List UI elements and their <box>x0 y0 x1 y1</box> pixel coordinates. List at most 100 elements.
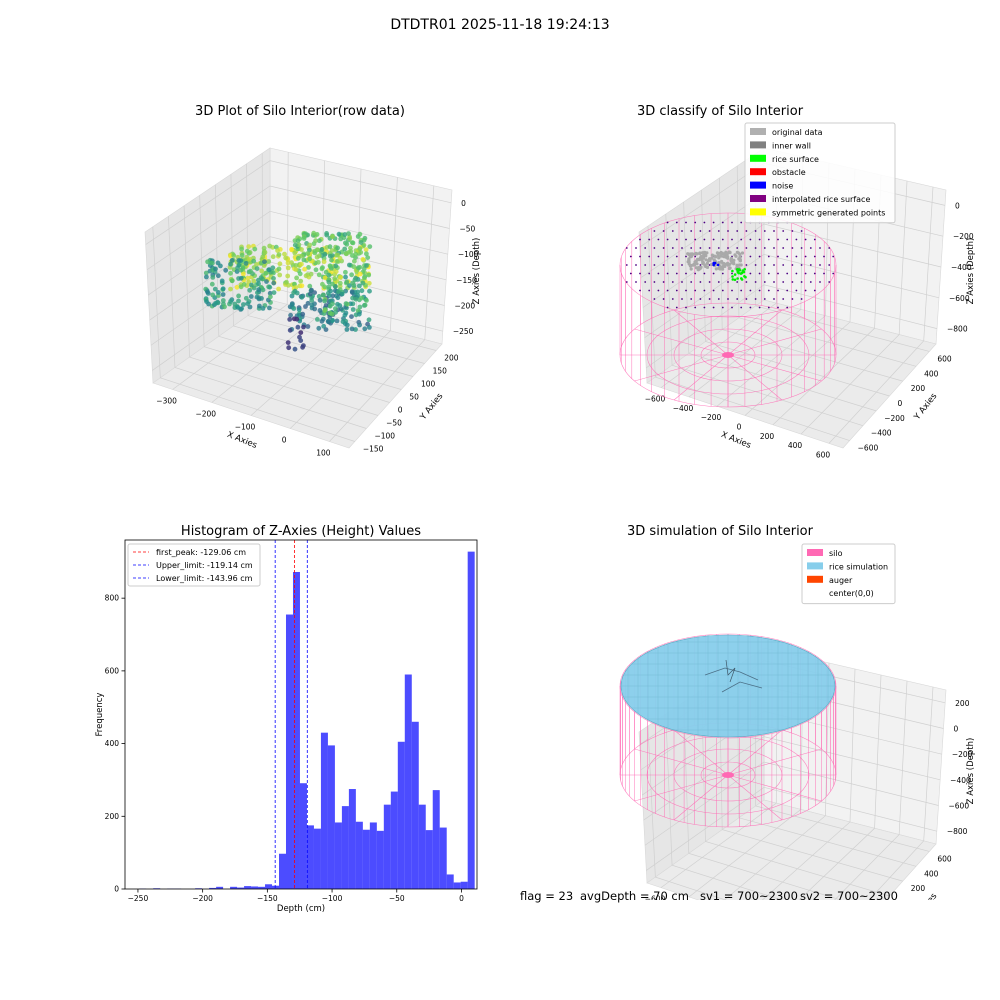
raw-point <box>349 289 355 295</box>
hist-bar <box>355 821 363 889</box>
raw-point <box>234 284 240 290</box>
cls-surface-point <box>721 238 724 241</box>
cls-silo-spoke <box>727 354 783 401</box>
raw-point <box>247 304 253 310</box>
raw-point <box>228 270 233 276</box>
hist-bar <box>279 853 286 889</box>
sim-silo-spoke <box>673 729 729 776</box>
raw-point <box>316 253 322 259</box>
raw-xlabel: X Axies <box>226 430 259 451</box>
sim-xtick-label: −600 <box>645 895 666 900</box>
sim-grid-x <box>868 686 934 900</box>
cls-surface-point <box>795 238 798 241</box>
cls-rice-point <box>733 278 737 282</box>
cls-surface-point <box>685 289 687 292</box>
cls-surface-point <box>727 281 729 283</box>
flag-text: flag = 23 <box>520 889 574 903</box>
hist-bar <box>327 745 335 889</box>
raw-point <box>366 272 372 278</box>
cls-surface-point <box>639 255 641 258</box>
cls-surface-point <box>754 230 757 232</box>
raw-point <box>325 318 331 324</box>
raw-point <box>303 273 309 279</box>
cls-grid-y <box>736 165 917 367</box>
cls-surface-point <box>813 255 816 258</box>
hist-bar <box>299 783 307 889</box>
raw-point <box>316 272 322 278</box>
cls-surface-point <box>653 230 656 232</box>
sim-ztick-label: 200 <box>955 699 970 708</box>
raw-point <box>208 260 214 266</box>
cls-noise-point <box>716 263 720 267</box>
raw-point <box>359 295 365 301</box>
cls-original-point <box>732 258 736 262</box>
cls-surface-point <box>813 238 816 241</box>
cls-surface-point <box>804 255 807 258</box>
raw-point <box>215 273 221 279</box>
sim-grid-y <box>647 725 727 900</box>
cls-original-data <box>686 250 747 282</box>
raw-grid-z <box>146 185 450 271</box>
raw-point <box>292 250 298 256</box>
cls-surface-point <box>727 230 729 232</box>
raw-zlabel: Z Axies (Depth) <box>472 238 482 305</box>
cls-original-point <box>732 262 736 266</box>
raw-point <box>311 230 317 236</box>
raw-point <box>267 290 273 296</box>
hist-bar <box>306 825 314 889</box>
raw-point <box>348 245 353 251</box>
cls-surface-point <box>675 221 678 224</box>
cls-original-point <box>700 251 705 255</box>
cls-original-point <box>705 251 709 255</box>
cls-surface-point <box>773 298 775 300</box>
hist-bar <box>425 830 433 889</box>
cls-original-point <box>695 257 700 262</box>
raw-point <box>243 295 249 301</box>
raw-point <box>270 254 276 260</box>
raw-point <box>307 256 313 262</box>
raw-point <box>360 257 366 262</box>
cls-original-point <box>719 265 723 270</box>
raw-point <box>276 266 282 272</box>
cls-xtick-label: 400 <box>788 441 803 450</box>
raw-point <box>343 301 349 306</box>
raw-point <box>267 284 273 290</box>
raw-grid-y <box>199 195 390 403</box>
cls-ytick-label: 0 <box>898 399 903 408</box>
cls-rice-point <box>731 278 735 281</box>
raw-point <box>282 251 287 257</box>
sim-ytick-label: 600 <box>937 854 952 863</box>
cls-surface-point <box>800 264 803 266</box>
sim-ztick-label: −200 <box>952 750 973 759</box>
raw-point <box>365 255 371 260</box>
cls-legend-swatch <box>750 195 766 202</box>
cls-surface-point <box>699 281 702 283</box>
cls-surface-point <box>777 238 779 241</box>
raw-point <box>291 306 297 311</box>
raw-point <box>256 296 262 302</box>
cls-surface-point <box>708 230 711 232</box>
raw-point <box>210 275 216 280</box>
cls-silo-spoke <box>634 354 729 382</box>
cls-surface-point <box>828 264 831 266</box>
sim-grid-x <box>798 674 882 900</box>
raw-point <box>334 259 340 264</box>
raw-point <box>239 306 245 311</box>
cls-original-point <box>720 251 724 255</box>
cls-surface-point <box>629 255 632 258</box>
raw-point <box>326 279 332 285</box>
cls-surface-point <box>681 247 683 249</box>
cls-surface-point <box>800 230 803 232</box>
hist-bar <box>439 827 447 889</box>
cls-legend-label: interpolated rice surface <box>772 195 870 204</box>
cls-surface-point <box>782 298 785 300</box>
raw-point <box>270 265 276 271</box>
cls-surface-point <box>745 230 748 232</box>
cls-original-point <box>689 267 693 271</box>
cls-legend-label: noise <box>772 182 793 191</box>
cls-rice-point <box>743 268 746 271</box>
raw-ytick-label: −50 <box>386 419 402 428</box>
cls-original-point <box>697 265 701 270</box>
cls-noise-point <box>713 261 717 265</box>
cls-surface-point <box>703 238 706 241</box>
